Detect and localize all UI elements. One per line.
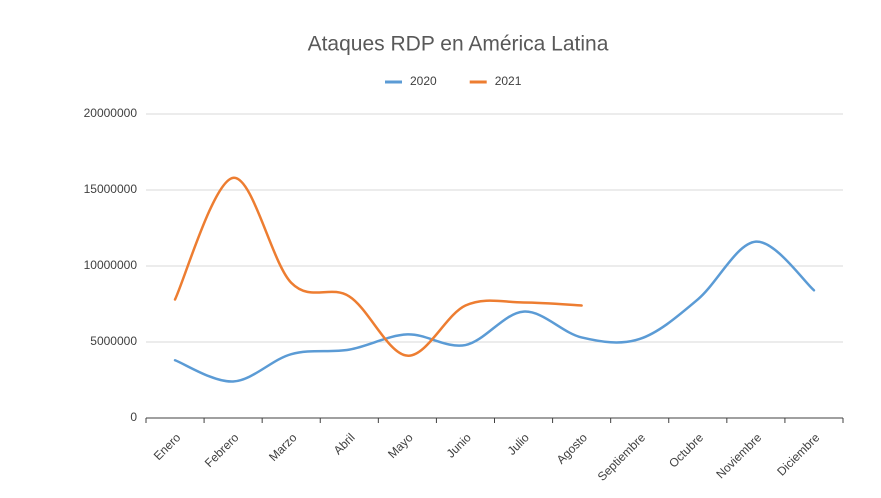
- x-tick-label: Mayo: [385, 430, 416, 461]
- x-tick-label: Agosto: [554, 430, 591, 467]
- x-tick-label: Noviembre: [713, 430, 764, 481]
- x-tick-label: Abril: [331, 430, 358, 457]
- x-tick-label: Julio: [505, 430, 533, 458]
- x-tick-label: Junio: [444, 430, 474, 460]
- series-line: [173, 176, 583, 357]
- legend-label: 2020: [410, 74, 437, 88]
- x-tick-label: Enero: [151, 430, 184, 463]
- x-tick-label: Marzo: [266, 430, 300, 464]
- x-tick-label: Febrero: [202, 430, 242, 470]
- series-line: [173, 240, 816, 383]
- x-tick-label: Octubre: [666, 430, 706, 470]
- y-tick-label: 20000000: [84, 106, 138, 120]
- legend-label: 2021: [495, 74, 522, 88]
- x-tick-label: Septiembre: [595, 430, 649, 484]
- y-tick-label: 0: [130, 410, 137, 424]
- y-tick-label: 10000000: [84, 258, 138, 272]
- y-tick-label: 5000000: [90, 334, 137, 348]
- y-tick-label: 15000000: [84, 182, 138, 196]
- chart-title: Ataques RDP en América Latina: [308, 33, 609, 56]
- legend: 2020 2021: [385, 74, 522, 88]
- x-tick-label: Diciembre: [774, 430, 822, 478]
